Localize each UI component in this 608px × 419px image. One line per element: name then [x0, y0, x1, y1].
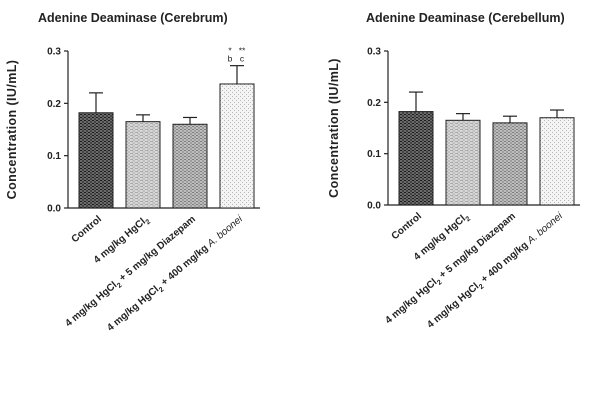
- chart-panel-0: Adenine Deaminase (Cerebrum) Concentratio…: [5, 11, 260, 334]
- y-tick-label: 0.1: [367, 149, 381, 160]
- significance-letter: b: [228, 54, 233, 64]
- significance-star: **: [239, 46, 246, 56]
- bar-3: [539, 117, 575, 206]
- bar-2: [492, 122, 528, 206]
- chart-title: Adenine Deaminase (Cerebrum): [38, 11, 228, 25]
- y-tick-label: 0.1: [47, 151, 61, 162]
- bar-0: [398, 111, 434, 206]
- chart-title: Adenine Deaminase (Cerebellum): [366, 11, 565, 25]
- chart-panel-1: Adenine Deaminase (Cerebellum) Concentrat…: [327, 11, 580, 331]
- bar-3: [219, 83, 255, 209]
- bar-0: [78, 112, 114, 209]
- y-tick-label: 0.0: [47, 204, 61, 215]
- y-tick-label: 0.2: [367, 98, 381, 109]
- y-tick-label: 0.2: [47, 99, 61, 110]
- bar-1: [445, 119, 481, 206]
- y-axis-label: Concentration (IU/mL): [327, 58, 341, 198]
- y-tick-label: 0.0: [367, 201, 381, 212]
- category-label-0: Control: [390, 211, 424, 242]
- category-label-0: Control: [70, 214, 104, 245]
- bar-1: [125, 121, 161, 209]
- y-tick-label: 0.3: [47, 47, 61, 58]
- significance-letter: c: [240, 54, 245, 64]
- significance-star: *: [228, 46, 232, 56]
- y-axis-label: Concentration (IU/mL): [5, 60, 19, 200]
- bar-2: [172, 123, 208, 209]
- y-tick-label: 0.3: [367, 47, 381, 58]
